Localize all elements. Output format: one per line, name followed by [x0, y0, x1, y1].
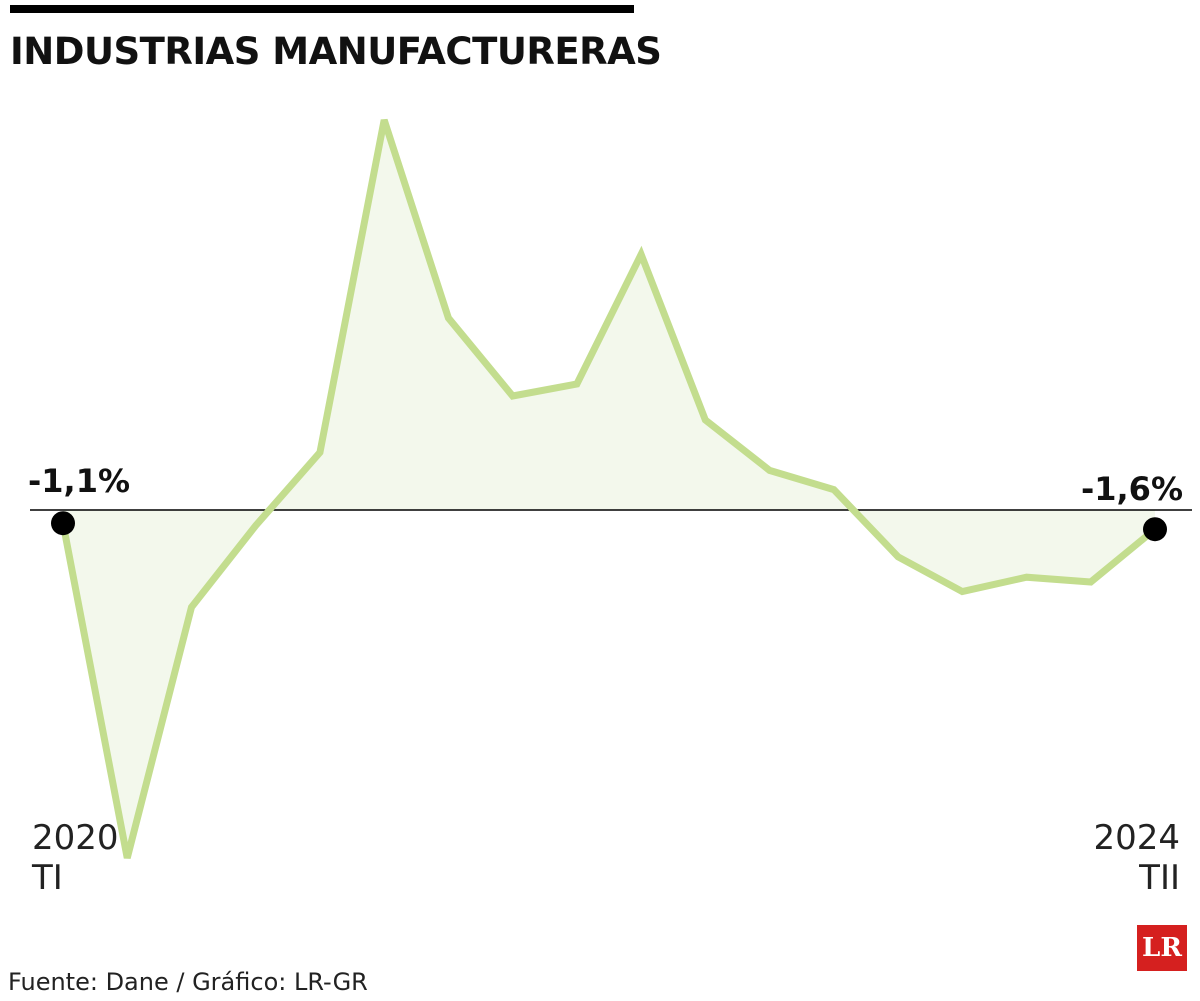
chart-title: INDUSTRIAS MANUFACTURERAS [10, 30, 662, 73]
value-label: -1,1% [28, 462, 131, 500]
end-dot [51, 511, 75, 536]
x-tick-label: 2024 TII [1093, 818, 1180, 898]
x-tick-label: 2020 TI [32, 818, 119, 898]
value-label: -1,6% [1080, 470, 1183, 508]
logo: LR [1137, 925, 1187, 971]
source: Fuente: Dane / Gráfico: LR-GR [8, 968, 368, 996]
end-dot [1143, 517, 1167, 542]
line [59, 118, 1158, 859]
area [63, 120, 1155, 858]
top-bar [10, 5, 634, 13]
